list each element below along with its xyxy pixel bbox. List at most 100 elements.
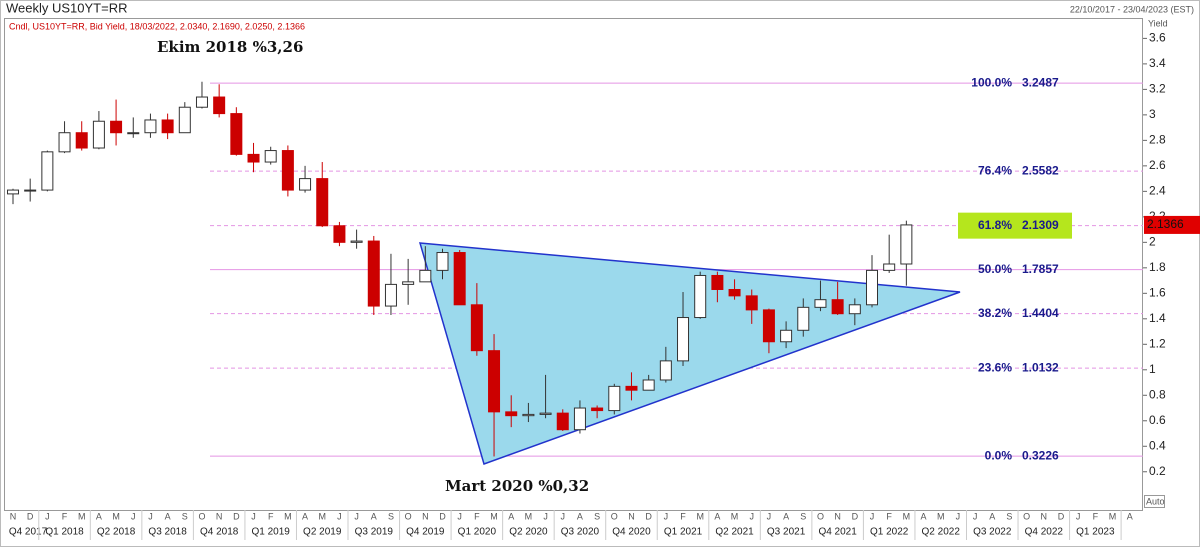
y-tick-label: 0.8 bbox=[1149, 387, 1166, 401]
x-tick-label: F bbox=[680, 511, 686, 521]
x-tick-label: D bbox=[645, 511, 652, 521]
x-tick-label: A bbox=[508, 511, 514, 521]
x-tick-label: J bbox=[767, 511, 772, 521]
auto-button[interactable] bbox=[1144, 495, 1165, 508]
x-tick-label: M bbox=[318, 511, 326, 521]
quarter-label: Q1 2019 bbox=[252, 527, 291, 538]
y-tick-label: 1.6 bbox=[1149, 285, 1166, 299]
x-tick-label: N bbox=[834, 511, 841, 521]
fib-label: 100.0% bbox=[971, 75, 1012, 89]
quarter-label: Q3 2020 bbox=[561, 527, 600, 538]
x-tick-label: F bbox=[886, 511, 892, 521]
x-tick-label: F bbox=[268, 511, 274, 521]
x-tick-label: S bbox=[800, 511, 806, 521]
y-tick-label: 3.2 bbox=[1149, 82, 1166, 96]
candle-body bbox=[230, 113, 243, 155]
x-tick-label: J bbox=[664, 511, 669, 521]
x-tick-label: F bbox=[474, 511, 480, 521]
x-tick-label: N bbox=[628, 511, 635, 521]
candle-body bbox=[419, 269, 432, 283]
annotation: Mart 2020 %0,32 bbox=[445, 477, 589, 495]
x-tick-label: J bbox=[1076, 511, 1081, 521]
quarter-label: Q2 2018 bbox=[97, 527, 136, 538]
x-tick-label: J bbox=[148, 511, 153, 521]
fib-value: 0.3226 bbox=[1022, 448, 1059, 462]
x-tick-label: J bbox=[337, 511, 342, 521]
fib-highlight bbox=[958, 212, 1072, 239]
candle-body bbox=[110, 120, 123, 134]
fib-label: 61.8% bbox=[978, 218, 1012, 232]
candle-body bbox=[7, 189, 19, 195]
x-tick-label: S bbox=[182, 511, 188, 521]
x-tick-label: M bbox=[903, 511, 911, 521]
candle-body bbox=[573, 407, 586, 431]
x-tick-label: J bbox=[749, 511, 754, 521]
quarter-label: Q1 2023 bbox=[1076, 527, 1115, 538]
candle-body bbox=[41, 151, 54, 191]
x-tick-label: A bbox=[989, 511, 995, 521]
candle-body bbox=[488, 350, 501, 413]
x-tick-label: D bbox=[439, 511, 446, 521]
x-tick-label: A bbox=[371, 511, 377, 521]
y-tick-label: 2.6 bbox=[1149, 158, 1166, 172]
candle-body bbox=[316, 178, 329, 227]
x-tick-label: J bbox=[561, 511, 566, 521]
candle-body bbox=[642, 379, 655, 391]
candle-body bbox=[814, 299, 827, 308]
y-tick-label: 3.4 bbox=[1149, 56, 1166, 70]
candle-body bbox=[127, 132, 140, 135]
x-tick-label: J bbox=[251, 511, 256, 521]
quarter-label: Q2 2020 bbox=[509, 527, 548, 538]
y-tick-label: 1.8 bbox=[1149, 260, 1166, 274]
x-tick-label: J bbox=[354, 511, 359, 521]
last-price-label: 2.1366 bbox=[1147, 217, 1184, 231]
x-tick-label: F bbox=[1093, 511, 1099, 521]
candle-body bbox=[161, 119, 174, 134]
x-tick-label: A bbox=[302, 511, 308, 521]
candle-body bbox=[745, 295, 758, 311]
plot-area bbox=[4, 18, 1143, 511]
auto-label: Auto bbox=[1146, 496, 1165, 506]
candle-body bbox=[522, 413, 535, 417]
fib-value: 1.0132 bbox=[1022, 360, 1059, 374]
candle-body bbox=[728, 288, 741, 297]
candles bbox=[7, 81, 913, 457]
candle-body bbox=[539, 412, 552, 415]
candle-body bbox=[144, 119, 157, 134]
candle-body bbox=[402, 281, 415, 285]
x-tick-label: J bbox=[956, 511, 961, 521]
x-tick-label: O bbox=[198, 511, 205, 521]
x-tick-label: M bbox=[731, 511, 739, 521]
x-tick-label: D bbox=[27, 511, 34, 521]
x-tick-label: A bbox=[165, 511, 171, 521]
candle-body bbox=[213, 96, 226, 115]
quarter-label: Q3 2022 bbox=[973, 527, 1012, 538]
candle-body bbox=[75, 132, 88, 149]
y-tick-label: 2.4 bbox=[1149, 184, 1166, 198]
x-tick-label: J bbox=[543, 511, 548, 521]
y-tick-label: 2.8 bbox=[1149, 133, 1166, 147]
quarter-label: Q4 2018 bbox=[200, 527, 239, 538]
candle-body bbox=[900, 224, 913, 265]
x-tick-label: N bbox=[1041, 511, 1048, 521]
candle-body bbox=[659, 360, 672, 381]
x-tick-label: M bbox=[112, 511, 120, 521]
quarter-label: Q2 2019 bbox=[303, 527, 342, 538]
x-tick-label: A bbox=[783, 511, 789, 521]
quarter-label: Q4 2019 bbox=[406, 527, 445, 538]
quarter-label: Q4 2021 bbox=[818, 527, 857, 538]
x-tick-label: M bbox=[490, 511, 498, 521]
x-tick-label: M bbox=[696, 511, 704, 521]
fib-value: 2.5582 bbox=[1022, 163, 1059, 177]
info-line: Cndl, US10YT=RR, Bid Yield, 18/03/2022, … bbox=[9, 21, 305, 31]
y-axis-label: Yield bbox=[1148, 18, 1168, 28]
quarter-label: Q1 2020 bbox=[458, 527, 497, 538]
candle-body bbox=[350, 240, 363, 243]
quarter-label: Q1 2018 bbox=[45, 527, 84, 538]
candle-body bbox=[384, 283, 397, 307]
candle-body bbox=[178, 106, 191, 134]
candle-body bbox=[694, 274, 707, 319]
candle-body bbox=[367, 240, 380, 307]
candle-body bbox=[470, 304, 483, 352]
